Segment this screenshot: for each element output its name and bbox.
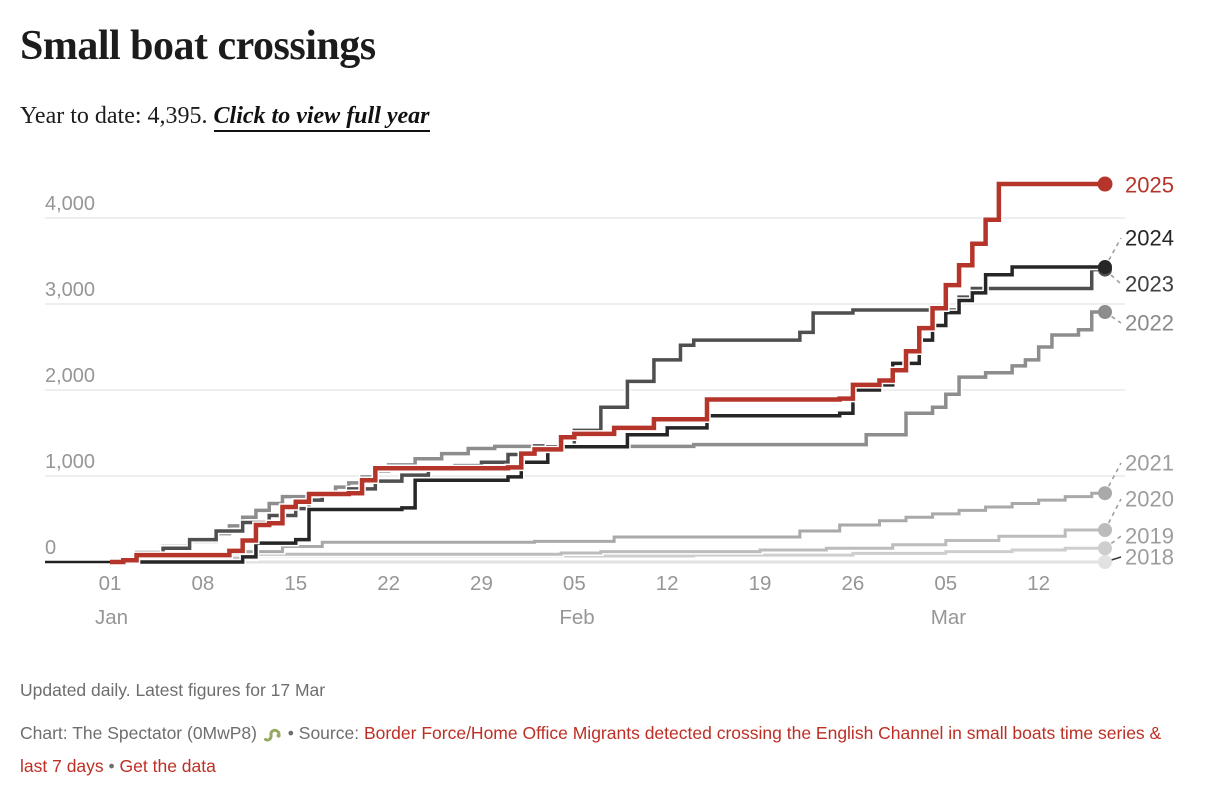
y-tick-label-1,000: 1,000	[45, 451, 95, 473]
year-label-2021: 2021	[1125, 451, 1174, 476]
bullet-separator-1: •	[287, 723, 294, 743]
x-tick-label-26: 26	[842, 572, 865, 595]
step-chart-svg: 0 1,000 2,000 3,000 4,000 01 Jan 08 15 22 29 05 Feb 1…	[45, 173, 1174, 629]
snake-emoji	[263, 721, 282, 751]
x-tick-label-01-jan: 01	[99, 572, 122, 595]
year-label-2024: 2024	[1125, 226, 1174, 251]
month-label-mar: Mar	[931, 606, 966, 629]
end-dot-2020	[1098, 523, 1112, 538]
series-line-2025	[110, 181, 1105, 565]
source-label: Source:	[298, 723, 360, 743]
y-tick-label-0: 0	[45, 537, 56, 559]
chart: 0 1,000 2,000 3,000 4,000 01 Jan 08 15 22 29 05 Feb 1…	[0, 155, 1214, 660]
month-label-feb: Feb	[559, 606, 594, 629]
leader-line-2020	[1104, 498, 1122, 531]
year-label-2018: 2018	[1125, 545, 1174, 570]
end-dot-2022	[1098, 304, 1112, 319]
credit-line: Chart: The Spectator (0MwP8) • Source: B…	[20, 718, 1185, 781]
year-label-2022: 2022	[1125, 311, 1174, 336]
x-tick-label-29: 29	[470, 572, 493, 595]
subtitle: Year to date: 4,395. Click to view full …	[20, 103, 430, 132]
leader-line-2024	[1104, 237, 1122, 268]
y-tick-label-3,000: 3,000	[45, 279, 95, 301]
x-tick-label-12: 12	[656, 572, 679, 595]
series-line-2024	[110, 265, 1105, 564]
year-label-2019: 2019	[1125, 524, 1174, 549]
updated-note: Updated daily. Latest figures for 17 Mar	[20, 680, 326, 700]
chart-credit: Chart: The Spectator (0MwP8)	[20, 723, 257, 743]
end-dot-2024	[1098, 260, 1112, 275]
leader-line-2021	[1104, 462, 1122, 494]
end-dot-2021	[1098, 486, 1112, 501]
y-tick-label-4,000: 4,000	[45, 193, 95, 215]
get-data-link[interactable]: Get the data	[119, 756, 216, 776]
year-label-2023: 2023	[1125, 272, 1174, 297]
year-to-date-value: Year to date: 4,395.	[20, 103, 208, 129]
month-label-jan: Jan	[95, 606, 128, 629]
year-label-2020: 2020	[1125, 487, 1174, 512]
x-tick-label-15: 15	[284, 572, 307, 595]
end-dot-2019	[1098, 541, 1112, 556]
year-label-2025: 2025	[1125, 173, 1174, 198]
series-line-2023	[110, 267, 1105, 564]
y-tick-label-2,000: 2,000	[45, 365, 95, 387]
end-dot-2025	[1097, 176, 1113, 192]
x-tick-label-22: 22	[377, 572, 400, 595]
x-tick-label-08: 08	[191, 572, 214, 595]
page-title: Small boat crossings	[20, 23, 376, 69]
series-casing-2025	[110, 180, 1105, 566]
source-link[interactable]: Border Force/Home Office Migrants detect…	[20, 723, 1162, 776]
x-tick-label-19: 19	[749, 572, 772, 595]
end-dot-2018	[1098, 555, 1112, 569]
bullet-separator-2: •	[108, 756, 115, 776]
x-tick-label-05-mar: 05	[934, 572, 957, 595]
view-full-year-link[interactable]: Click to view full year	[213, 103, 430, 132]
x-tick-label-05-feb: 05	[563, 572, 586, 595]
x-tick-label-12: 12	[1027, 572, 1050, 595]
